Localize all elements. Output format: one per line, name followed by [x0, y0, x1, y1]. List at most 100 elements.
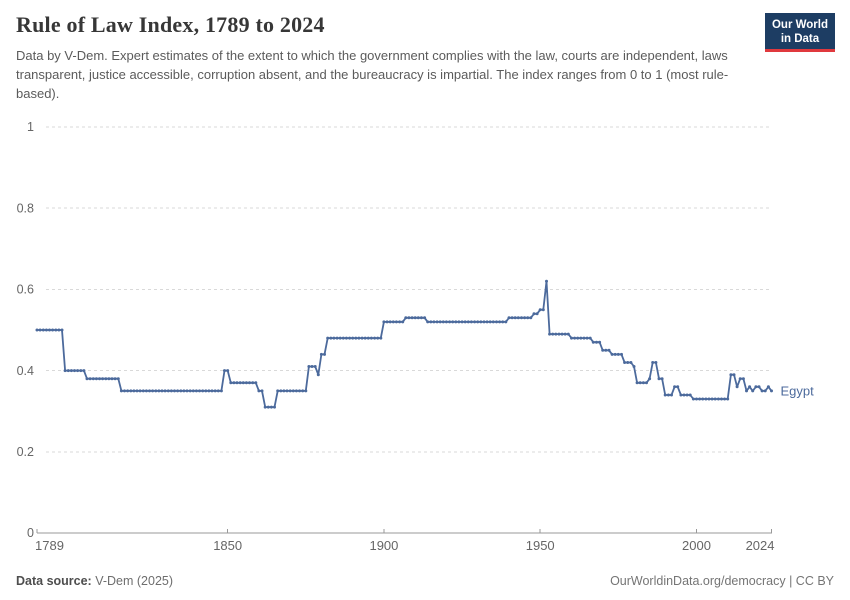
data-point [113, 377, 117, 381]
data-point [138, 389, 142, 393]
data-point [526, 316, 530, 320]
data-point [723, 397, 727, 401]
data-point [348, 336, 352, 340]
data-point [635, 381, 639, 385]
data-point [335, 336, 339, 340]
data-point [657, 377, 661, 381]
owid-logo[interactable]: Our World in Data [764, 13, 835, 52]
data-point [582, 336, 586, 340]
data-point [285, 389, 289, 393]
data-point [604, 348, 608, 352]
data-point [173, 389, 176, 393]
data-point [88, 377, 92, 381]
data-point [476, 320, 480, 324]
data-point [51, 328, 55, 332]
data-point [291, 389, 295, 393]
data-point [232, 381, 236, 385]
y-tick-label: 1 [27, 120, 34, 134]
data-point [460, 320, 464, 324]
data-point [504, 320, 508, 324]
data-point [535, 312, 539, 316]
series-label-egypt[interactable]: Egypt [781, 383, 815, 398]
data-point [363, 336, 367, 340]
data-point [204, 389, 208, 393]
data-point [444, 320, 448, 324]
data-point [485, 320, 489, 324]
data-point [741, 377, 745, 381]
data-point [770, 389, 773, 393]
data-point [598, 340, 602, 344]
data-point [266, 405, 270, 409]
data-point [638, 381, 642, 385]
data-point [79, 369, 83, 373]
data-point [366, 336, 370, 340]
data-point [438, 320, 442, 324]
data-point [154, 389, 158, 393]
owid-logo-line2: in Data [780, 33, 820, 45]
data-point [244, 381, 248, 385]
data-point [701, 397, 705, 401]
data-point [570, 336, 573, 340]
data-point [373, 336, 377, 340]
data-point [491, 320, 495, 324]
data-point [360, 336, 364, 340]
data-point [201, 389, 205, 393]
chart-subtitle: Data by V-Dem. Expert estimates of the e… [16, 48, 729, 101]
data-point [666, 393, 670, 397]
data-point [85, 377, 89, 381]
data-point [757, 385, 761, 389]
data-point [254, 381, 258, 385]
data-point [710, 397, 714, 401]
data-point [729, 373, 733, 377]
data-point [326, 336, 330, 340]
data-point [223, 369, 226, 373]
data-point [498, 320, 502, 324]
data-point [35, 328, 39, 332]
data-point [151, 389, 155, 393]
x-tick-label: 1950 [526, 538, 555, 553]
data-point [751, 389, 755, 393]
data-point [219, 389, 223, 393]
data-point [304, 389, 308, 393]
x-tick-label: 1850 [213, 538, 242, 553]
data-point [194, 389, 198, 393]
data-point [595, 340, 598, 344]
data-point [241, 381, 245, 385]
data-point [394, 320, 398, 324]
data-point [54, 328, 58, 332]
data-point [94, 377, 98, 381]
data-point [385, 320, 389, 324]
data-point [185, 389, 189, 393]
data-point [132, 389, 136, 393]
license-link[interactable]: OurWorldinData.org/democracy | CC BY [610, 574, 834, 588]
owid-logo-line1: Our World [771, 19, 828, 31]
data-point [448, 320, 452, 324]
data-point [754, 385, 758, 389]
chart-title: Rule of Law Index, 1789 to 2024 [16, 12, 325, 37]
data-point [341, 336, 345, 340]
data-point [76, 369, 80, 373]
data-point [294, 389, 298, 393]
data-point [641, 381, 645, 385]
data-point [379, 336, 383, 340]
data-point [541, 308, 545, 312]
data-point [144, 389, 148, 393]
data-point [523, 316, 527, 320]
egypt-line[interactable] [37, 280, 773, 408]
data-point [670, 393, 673, 397]
data-point [482, 320, 486, 324]
data-point [432, 320, 436, 324]
data-point [576, 336, 580, 340]
data-point [563, 332, 567, 336]
data-point [463, 320, 467, 324]
data-point [601, 348, 605, 352]
data-point [38, 328, 42, 332]
data-point [738, 377, 742, 381]
data-point [69, 369, 73, 373]
data-point [298, 389, 301, 393]
data-point [163, 389, 167, 393]
data-point [135, 389, 139, 393]
data-point [248, 381, 251, 385]
